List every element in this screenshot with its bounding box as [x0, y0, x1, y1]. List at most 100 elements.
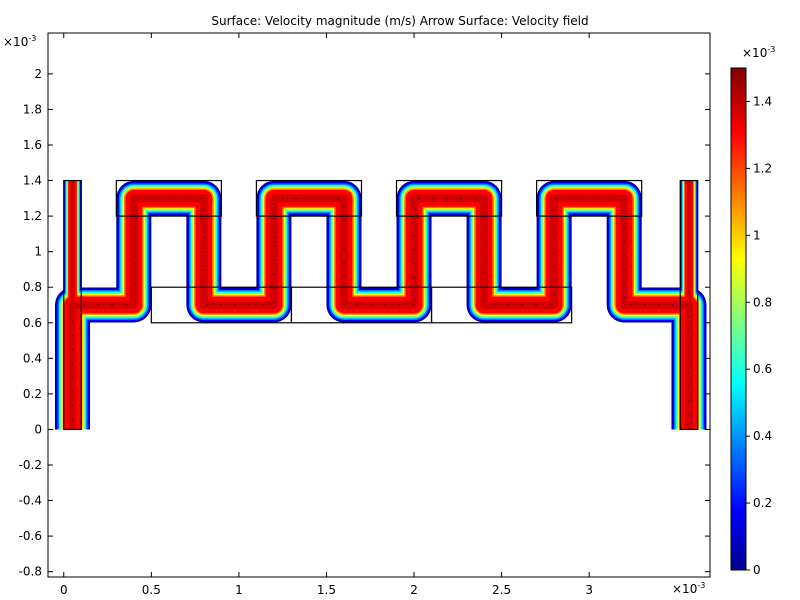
velocity-arrow	[71, 418, 74, 421]
velocity-arrow	[203, 293, 205, 295]
top-bend-boundary	[115, 179, 222, 217]
velocity-arrow	[413, 290, 415, 293]
velocity-arrow	[688, 329, 690, 332]
y-tick-label: -0.8	[19, 565, 42, 579]
velocity-arrow	[553, 266, 555, 268]
velocity-arrow	[688, 371, 690, 374]
velocity-arrow	[203, 265, 205, 267]
velocity-arrow	[203, 209, 205, 211]
velocity-arrow	[688, 315, 690, 318]
colorbar-tick-label: 0	[753, 563, 761, 577]
velocity-arrow	[553, 294, 555, 296]
velocity-arrow	[431, 197, 434, 200]
velocity-arrow	[473, 197, 476, 200]
velocity-arrow	[413, 248, 415, 251]
velocity-arrow	[158, 197, 161, 200]
velocity-arrow	[200, 197, 203, 200]
y-tick-label: 0.8	[23, 280, 42, 294]
velocity-arrow	[623, 240, 625, 243]
inlet-boundary	[63, 179, 82, 431]
velocity-arrow	[343, 233, 345, 236]
velocity-arrow	[172, 197, 175, 200]
colorbar-tick-label: 1.4	[753, 94, 772, 108]
velocity-arrow	[370, 304, 373, 306]
velocity-arrow	[186, 197, 189, 200]
velocity-arrow	[623, 198, 625, 201]
x-tick-label: 1.5	[317, 583, 336, 597]
velocity-arrow	[657, 304, 660, 306]
velocity-arrow	[273, 245, 275, 247]
velocity-arrow	[71, 348, 74, 351]
colorbar-tick-label: 0.8	[753, 295, 772, 309]
velocity-arrow	[623, 282, 625, 285]
colorbar-ticks: 0 0.2 0.4 0.6 0.8 1 1.2 1.4	[746, 94, 772, 577]
velocity-arrow	[483, 244, 485, 246]
colorbar-tick-label: 1.2	[753, 161, 772, 175]
velocity-arrow	[273, 231, 275, 233]
velocity-arrow	[273, 287, 275, 289]
velocity-arrow	[413, 220, 415, 223]
velocity-arrow	[203, 223, 205, 225]
channel-velocity-field	[55, 179, 707, 431]
velocity-arrow	[596, 197, 599, 200]
velocity-arrow	[417, 197, 420, 200]
velocity-arrow	[343, 247, 345, 250]
x-axis-scale-label: ×10-3	[672, 581, 705, 596]
velocity-arrow	[688, 399, 690, 402]
velocity-arrow	[610, 197, 613, 200]
velocity-arrow	[623, 296, 625, 299]
velocity-arrow	[144, 197, 147, 200]
velocity-arrow	[629, 304, 632, 306]
velocity-arrow	[203, 251, 205, 253]
velocity-arrow	[133, 297, 135, 300]
velocity-arrow	[273, 217, 275, 219]
colorbar-tick-label: 0.2	[753, 496, 772, 510]
velocity-arrow	[261, 304, 264, 306]
top-bend-boundary	[395, 179, 503, 217]
top-bend-boundary	[536, 179, 643, 217]
velocity-arrow	[71, 390, 74, 393]
velocity-arrow	[71, 306, 74, 309]
velocity-arrow	[203, 237, 205, 239]
velocity-arrow	[337, 197, 339, 200]
x-tick-label: 2	[410, 583, 418, 597]
velocity-arrow	[343, 219, 345, 222]
y-tick-label: 0.4	[23, 351, 42, 365]
y-tick-label: 0.2	[23, 387, 42, 401]
velocity-arrow	[343, 205, 345, 208]
y-tick-label: 1.4	[23, 174, 42, 188]
velocity-arrow	[521, 304, 523, 306]
velocity-arrow	[281, 197, 283, 200]
velocity-arrow	[483, 286, 485, 288]
y-tick-label: 2	[34, 67, 42, 81]
velocity-arrow	[623, 226, 625, 229]
velocity-arrow	[133, 269, 135, 272]
velocity-arrow	[413, 234, 415, 237]
velocity-arrow	[71, 334, 74, 337]
colorbar	[730, 67, 747, 571]
x-tick-label: 2.5	[492, 583, 511, 597]
velocity-arrow	[133, 199, 135, 202]
x-tick-label: 0.5	[142, 583, 161, 597]
colorbar-tick-label: 0.4	[753, 429, 772, 443]
velocity-arrow	[483, 230, 485, 232]
velocity-arrow	[203, 279, 205, 281]
velocity-arrow	[568, 197, 571, 200]
velocity-arrow	[582, 197, 585, 200]
velocity-arrow	[553, 280, 555, 282]
velocity-arrow	[688, 385, 690, 388]
velocity-arrow	[553, 238, 555, 240]
velocity-arrow	[71, 404, 74, 407]
y-tick-label: -0.4	[19, 494, 42, 508]
velocity-arrow	[623, 268, 625, 271]
velocity-arrow	[343, 275, 345, 278]
velocity-arrow	[623, 212, 625, 215]
bottom-bend-boundary	[430, 286, 573, 324]
velocity-arrow	[483, 272, 485, 274]
y-tick-label: -0.6	[19, 529, 42, 543]
velocity-arrow	[623, 254, 625, 257]
velocity-arrow	[553, 210, 555, 212]
velocity-arrow	[71, 320, 74, 323]
velocity-arrow	[553, 252, 555, 254]
chart-title: Surface: Velocity magnitude (m/s) Arrow …	[211, 14, 588, 28]
